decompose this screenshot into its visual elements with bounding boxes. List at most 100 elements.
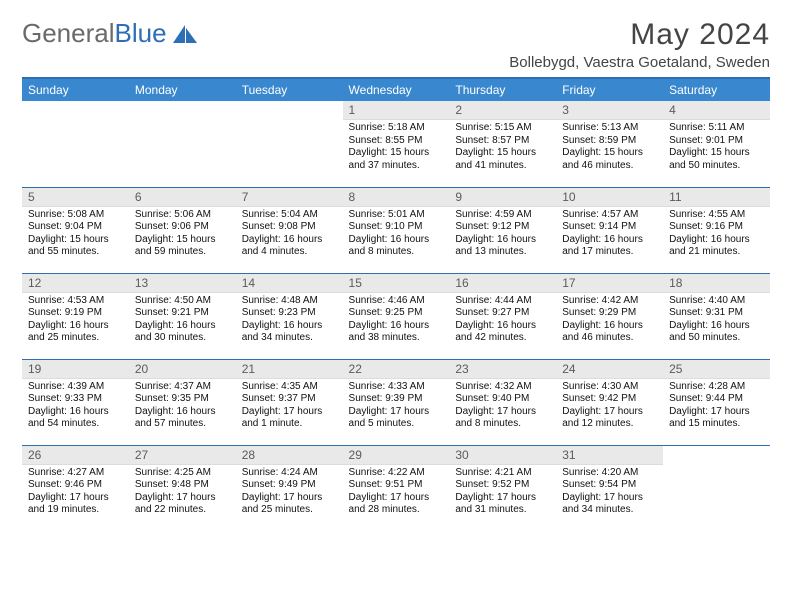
brand-logo: GeneralBlue (22, 18, 199, 49)
calendar-cell: 30Sunrise: 4:21 AMSunset: 9:52 PMDayligh… (449, 445, 556, 531)
calendar-cell: 12Sunrise: 4:53 AMSunset: 9:19 PMDayligh… (22, 273, 129, 359)
day-details: Sunrise: 4:25 AMSunset: 9:48 PMDaylight:… (129, 465, 236, 521)
month-title: May 2024 (509, 18, 770, 52)
day-number: 2 (449, 101, 556, 120)
weekday-header: Wednesday (343, 78, 450, 101)
day-details: Sunrise: 4:48 AMSunset: 9:23 PMDaylight:… (236, 293, 343, 349)
calendar-cell: 16Sunrise: 4:44 AMSunset: 9:27 PMDayligh… (449, 273, 556, 359)
calendar-cell: 11Sunrise: 4:55 AMSunset: 9:16 PMDayligh… (663, 187, 770, 273)
calendar-cell: 19Sunrise: 4:39 AMSunset: 9:33 PMDayligh… (22, 359, 129, 445)
weekday-header: Tuesday (236, 78, 343, 101)
calendar-cell: 24Sunrise: 4:30 AMSunset: 9:42 PMDayligh… (556, 359, 663, 445)
day-number: 16 (449, 274, 556, 293)
day-details: Sunrise: 4:35 AMSunset: 9:37 PMDaylight:… (236, 379, 343, 435)
calendar-cell: 22Sunrise: 4:33 AMSunset: 9:39 PMDayligh… (343, 359, 450, 445)
day-details: Sunrise: 5:18 AMSunset: 8:55 PMDaylight:… (343, 120, 450, 176)
day-number: 7 (236, 188, 343, 207)
day-details: Sunrise: 5:13 AMSunset: 8:59 PMDaylight:… (556, 120, 663, 176)
calendar-row: 12Sunrise: 4:53 AMSunset: 9:19 PMDayligh… (22, 273, 770, 359)
weekday-row: SundayMondayTuesdayWednesdayThursdayFrid… (22, 78, 770, 101)
calendar-cell (663, 445, 770, 531)
weekday-header: Saturday (663, 78, 770, 101)
calendar-cell: 31Sunrise: 4:20 AMSunset: 9:54 PMDayligh… (556, 445, 663, 531)
day-number: 13 (129, 274, 236, 293)
day-number: 18 (663, 274, 770, 293)
calendar-cell: 2Sunrise: 5:15 AMSunset: 8:57 PMDaylight… (449, 101, 556, 187)
day-number: 12 (22, 274, 129, 293)
day-details: Sunrise: 5:11 AMSunset: 9:01 PMDaylight:… (663, 120, 770, 176)
day-number: 21 (236, 360, 343, 379)
calendar-cell: 9Sunrise: 4:59 AMSunset: 9:12 PMDaylight… (449, 187, 556, 273)
day-details: Sunrise: 5:06 AMSunset: 9:06 PMDaylight:… (129, 207, 236, 263)
day-number: 10 (556, 188, 663, 207)
weekday-header: Sunday (22, 78, 129, 101)
brand-part1: General (22, 18, 115, 49)
weekday-header: Monday (129, 78, 236, 101)
calendar-head: SundayMondayTuesdayWednesdayThursdayFrid… (22, 78, 770, 101)
day-details: Sunrise: 4:40 AMSunset: 9:31 PMDaylight:… (663, 293, 770, 349)
day-details: Sunrise: 4:22 AMSunset: 9:51 PMDaylight:… (343, 465, 450, 521)
day-number: 11 (663, 188, 770, 207)
calendar-row: 1Sunrise: 5:18 AMSunset: 8:55 PMDaylight… (22, 101, 770, 187)
day-details: Sunrise: 4:27 AMSunset: 9:46 PMDaylight:… (22, 465, 129, 521)
calendar-row: 5Sunrise: 5:08 AMSunset: 9:04 PMDaylight… (22, 187, 770, 273)
brand-part2: Blue (115, 18, 167, 49)
calendar-cell: 20Sunrise: 4:37 AMSunset: 9:35 PMDayligh… (129, 359, 236, 445)
day-details: Sunrise: 4:24 AMSunset: 9:49 PMDaylight:… (236, 465, 343, 521)
day-details: Sunrise: 4:50 AMSunset: 9:21 PMDaylight:… (129, 293, 236, 349)
sail-icon (171, 23, 199, 45)
day-details: Sunrise: 4:57 AMSunset: 9:14 PMDaylight:… (556, 207, 663, 263)
day-details: Sunrise: 4:32 AMSunset: 9:40 PMDaylight:… (449, 379, 556, 435)
weekday-header: Thursday (449, 78, 556, 101)
day-details: Sunrise: 4:42 AMSunset: 9:29 PMDaylight:… (556, 293, 663, 349)
day-number: 30 (449, 446, 556, 465)
calendar-cell: 28Sunrise: 4:24 AMSunset: 9:49 PMDayligh… (236, 445, 343, 531)
day-details: Sunrise: 4:59 AMSunset: 9:12 PMDaylight:… (449, 207, 556, 263)
calendar-row: 19Sunrise: 4:39 AMSunset: 9:33 PMDayligh… (22, 359, 770, 445)
calendar-cell: 8Sunrise: 5:01 AMSunset: 9:10 PMDaylight… (343, 187, 450, 273)
title-block: May 2024 Bollebygd, Vaestra Goetaland, S… (509, 18, 770, 71)
calendar-cell: 6Sunrise: 5:06 AMSunset: 9:06 PMDaylight… (129, 187, 236, 273)
calendar-cell (22, 101, 129, 187)
day-details: Sunrise: 4:46 AMSunset: 9:25 PMDaylight:… (343, 293, 450, 349)
day-number: 17 (556, 274, 663, 293)
calendar-cell: 15Sunrise: 4:46 AMSunset: 9:25 PMDayligh… (343, 273, 450, 359)
day-details: Sunrise: 4:39 AMSunset: 9:33 PMDaylight:… (22, 379, 129, 435)
calendar-cell: 25Sunrise: 4:28 AMSunset: 9:44 PMDayligh… (663, 359, 770, 445)
page-header: GeneralBlue May 2024 Bollebygd, Vaestra … (22, 18, 770, 71)
day-number: 4 (663, 101, 770, 120)
calendar-cell: 13Sunrise: 4:50 AMSunset: 9:21 PMDayligh… (129, 273, 236, 359)
day-details: Sunrise: 4:37 AMSunset: 9:35 PMDaylight:… (129, 379, 236, 435)
day-details: Sunrise: 5:04 AMSunset: 9:08 PMDaylight:… (236, 207, 343, 263)
calendar-cell: 26Sunrise: 4:27 AMSunset: 9:46 PMDayligh… (22, 445, 129, 531)
location-text: Bollebygd, Vaestra Goetaland, Sweden (509, 54, 770, 71)
day-number: 19 (22, 360, 129, 379)
day-number: 28 (236, 446, 343, 465)
day-number: 14 (236, 274, 343, 293)
day-number: 29 (343, 446, 450, 465)
calendar-cell: 29Sunrise: 4:22 AMSunset: 9:51 PMDayligh… (343, 445, 450, 531)
calendar-cell (236, 101, 343, 187)
day-details: Sunrise: 4:33 AMSunset: 9:39 PMDaylight:… (343, 379, 450, 435)
day-number: 20 (129, 360, 236, 379)
calendar-cell: 4Sunrise: 5:11 AMSunset: 9:01 PMDaylight… (663, 101, 770, 187)
day-number: 9 (449, 188, 556, 207)
day-details: Sunrise: 5:15 AMSunset: 8:57 PMDaylight:… (449, 120, 556, 176)
day-number: 1 (343, 101, 450, 120)
day-number: 26 (22, 446, 129, 465)
day-number: 24 (556, 360, 663, 379)
calendar-cell: 14Sunrise: 4:48 AMSunset: 9:23 PMDayligh… (236, 273, 343, 359)
calendar-row: 26Sunrise: 4:27 AMSunset: 9:46 PMDayligh… (22, 445, 770, 531)
calendar-cell: 10Sunrise: 4:57 AMSunset: 9:14 PMDayligh… (556, 187, 663, 273)
day-number: 31 (556, 446, 663, 465)
day-number: 6 (129, 188, 236, 207)
calendar-cell: 3Sunrise: 5:13 AMSunset: 8:59 PMDaylight… (556, 101, 663, 187)
day-details: Sunrise: 4:28 AMSunset: 9:44 PMDaylight:… (663, 379, 770, 435)
day-details: Sunrise: 4:20 AMSunset: 9:54 PMDaylight:… (556, 465, 663, 521)
day-number: 22 (343, 360, 450, 379)
calendar-cell: 1Sunrise: 5:18 AMSunset: 8:55 PMDaylight… (343, 101, 450, 187)
day-details: Sunrise: 5:08 AMSunset: 9:04 PMDaylight:… (22, 207, 129, 263)
calendar-body: 1Sunrise: 5:18 AMSunset: 8:55 PMDaylight… (22, 101, 770, 531)
calendar-cell (129, 101, 236, 187)
weekday-header: Friday (556, 78, 663, 101)
